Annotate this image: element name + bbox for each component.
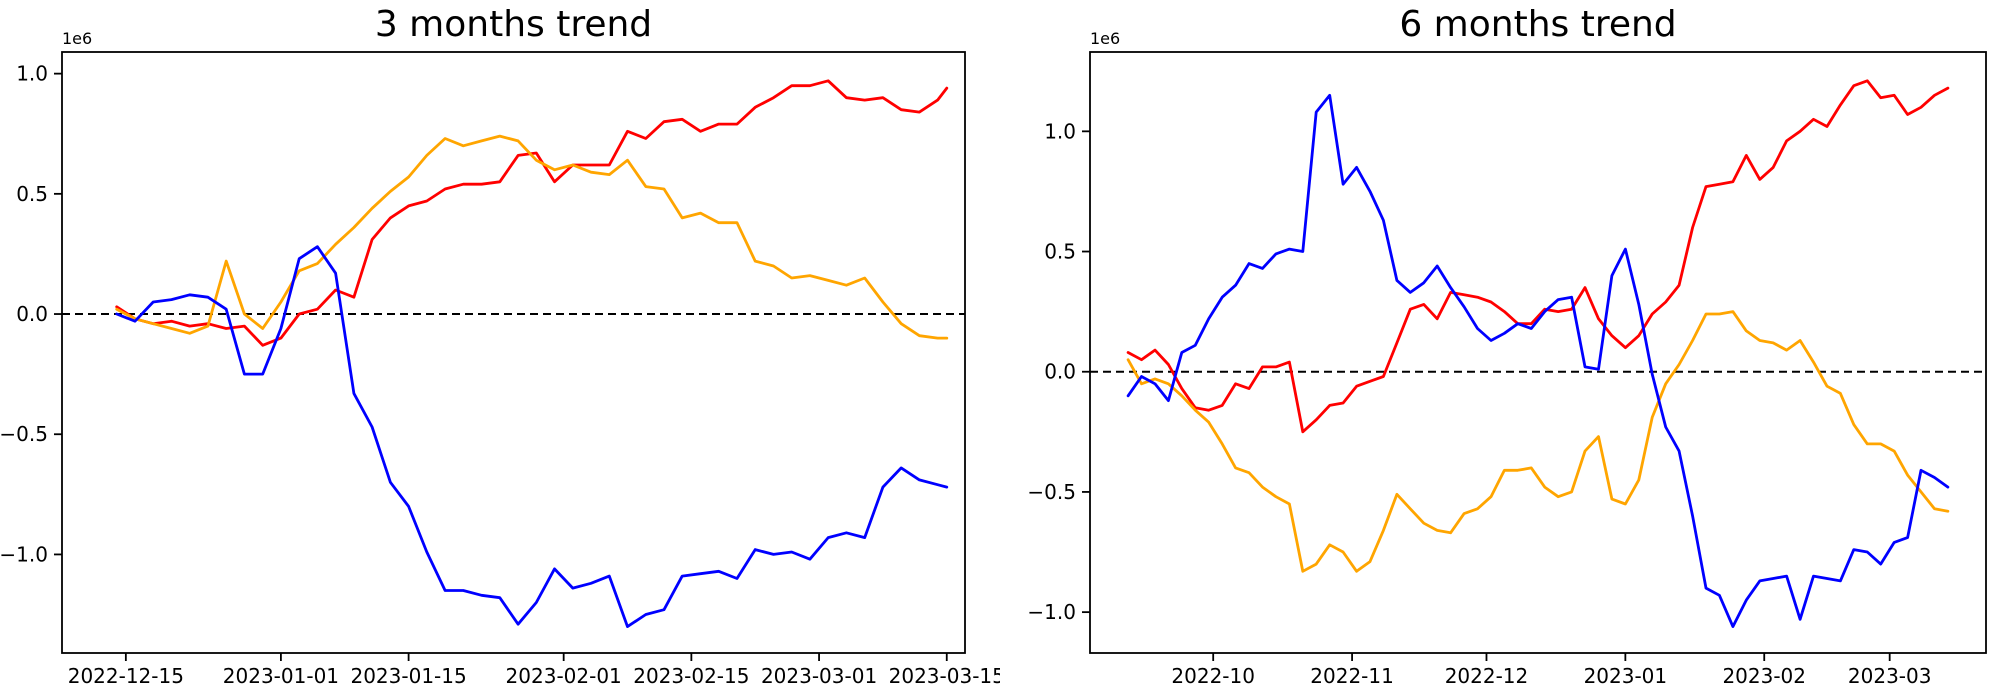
series-line-red	[1126, 79, 1950, 434]
y-tick-label: −1.0	[0, 542, 48, 566]
axis-scale-offset-label: 1e6	[62, 29, 92, 48]
x-tick-label: 2022-12	[1445, 664, 1529, 688]
series-line-red	[115, 79, 949, 347]
axis-scale-offset-label: 1e6	[1090, 29, 1120, 48]
chart-title-3-months: 3 months trend	[374, 4, 653, 45]
chart-3-months-trend: 3 months trend 1.0 0.5 0.0 −0.5 −1.0 2022-12-…	[0, 4, 1000, 688]
y-tick-label: 0.0	[1044, 360, 1076, 384]
y-tick-label: −0.5	[1027, 480, 1076, 504]
x-tick-label: 2023-01	[1584, 664, 1668, 688]
x-tick-label: 2023-03-15	[889, 664, 1000, 688]
x-tick-label: 2023-01-15	[350, 664, 466, 688]
chart-6-months-trend: 6 months trend 1.0 0.5 0.0 −0.5 −1.0 2022-10 2…	[1000, 0, 2000, 700]
x-tick-label: 2023-02-15	[633, 664, 749, 688]
x-tick-label: 2023-03-01	[761, 664, 877, 688]
x-tick-label: 2023-02-01	[506, 664, 622, 688]
y-tick-label: −0.5	[0, 422, 48, 446]
y-tick-label: 0.0	[16, 302, 48, 326]
y-tick-label: 1.0	[1044, 119, 1076, 143]
series-line-blue	[115, 245, 949, 628]
x-tick-label: 2023-03	[1848, 664, 1932, 688]
y-tick-label: 0.5	[16, 182, 48, 206]
x-tick-label: 2022-12-15	[68, 664, 184, 688]
series-line-blue	[1126, 93, 1950, 628]
axes-frame	[61, 51, 966, 654]
series-line-orange	[115, 134, 949, 340]
x-tick-label: 2022-11	[1310, 664, 1394, 688]
x-tick-label: 2023-01-01	[223, 664, 339, 688]
y-tick-label: 0.5	[1044, 240, 1076, 264]
y-tick-label: 1.0	[16, 62, 48, 86]
axes-frame	[1089, 51, 1987, 654]
x-tick-label: 2022-10	[1171, 664, 1255, 688]
chart-title-6-months: 6 months trend	[1399, 4, 1677, 45]
x-tick-label: 2023-02	[1722, 664, 1806, 688]
axes-6-months-trend: 1.0 0.5 0.0 −0.5 −1.0 2022-10 2022-11 2022-12 20…	[1027, 29, 1987, 688]
series-line-orange	[1126, 310, 1950, 573]
y-tick-label: −1.0	[1027, 600, 1076, 624]
axes-3-months-trend: 1.0 0.5 0.0 −0.5 −1.0 2022-12-15 2023-01-01 202…	[0, 29, 1000, 688]
